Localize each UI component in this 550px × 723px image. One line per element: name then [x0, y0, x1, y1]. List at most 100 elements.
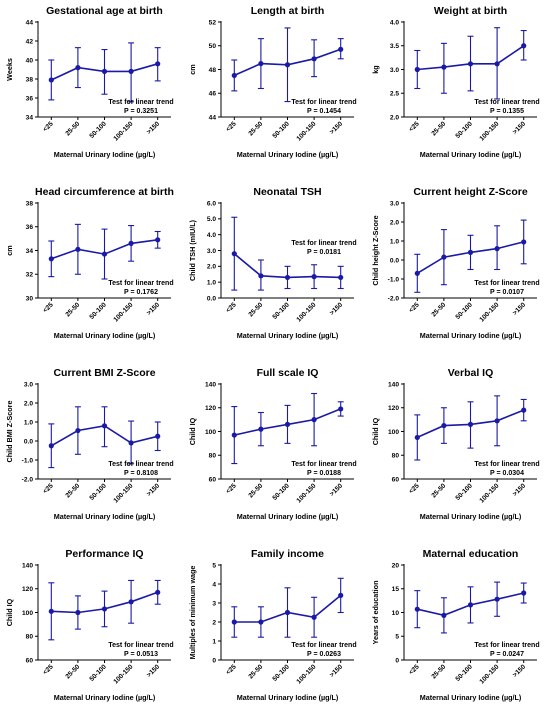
- x-tick-label: <25: [225, 482, 238, 495]
- y-tick-label: 2.0: [390, 114, 399, 121]
- data-point: [441, 612, 447, 618]
- x-tick-label: 100-150: [295, 120, 317, 142]
- y-tick-label: 34: [26, 114, 34, 121]
- data-point: [311, 417, 317, 423]
- y-tick-label: 44: [209, 114, 217, 121]
- chart-panel-1: Gestational age at birth 34 36 38 40 42 44 <25 2…: [5, 5, 174, 159]
- chart-title: Maternal education: [423, 548, 519, 560]
- y-tick-label: 3.0: [24, 381, 33, 388]
- y-tick-label: 52: [209, 19, 217, 26]
- y-tick-label: -2.0: [388, 295, 400, 302]
- y-axis-label: cm: [5, 245, 14, 255]
- data-point: [494, 246, 500, 252]
- x-tick-label: 25-50: [247, 301, 264, 318]
- data-point: [284, 62, 291, 68]
- data-point: [414, 66, 420, 73]
- y-tick-label: 48: [209, 67, 217, 74]
- data-point: [128, 240, 134, 246]
- data-point: [467, 421, 474, 427]
- x-tick-label: 100-150: [478, 663, 500, 685]
- x-tick-label: <25: [42, 482, 55, 495]
- x-tick-label: 100-150: [478, 482, 500, 504]
- x-tick-label: 100-150: [478, 301, 500, 323]
- x-tick-label: 100-150: [295, 663, 317, 685]
- data-point: [521, 407, 527, 413]
- y-axis-label: cm: [188, 64, 197, 74]
- x-tick-label: 50-100: [88, 482, 108, 502]
- data-point: [101, 606, 108, 612]
- trend-test-label: Test for linear trend: [291, 240, 356, 247]
- y-tick-label: 0.0: [207, 295, 216, 302]
- y-tick-label: 100: [205, 429, 216, 436]
- y-tick-label: 5: [212, 562, 216, 569]
- x-axis-label: Maternal Urinary Iodine (µg/L): [54, 150, 156, 159]
- x-tick-label: 50-100: [454, 663, 474, 683]
- y-tick-label: 3.0: [207, 248, 216, 255]
- data-point: [75, 609, 81, 616]
- data-point: [258, 273, 264, 279]
- data-point: [75, 246, 81, 252]
- data-point: [494, 61, 500, 67]
- chart-panel-7: Current BMI Z-Score -2.0 -1.0 0.0 1.0 2.0 3.0 <…: [5, 367, 174, 521]
- data-point: [231, 432, 237, 438]
- chart-title: Family income: [251, 548, 324, 560]
- x-tick-label: 100-150: [112, 482, 134, 504]
- chart-panel-4: Head circumference at birth 30 32 34 36 38 <25…: [5, 186, 174, 340]
- data-point: [155, 433, 161, 439]
- y-tick-label: 4.0: [390, 19, 399, 26]
- x-tick-label: 50-100: [88, 120, 108, 140]
- x-tick-label: >150: [146, 120, 162, 136]
- trend-p-value: P = 0.1454: [307, 108, 341, 115]
- x-tick-label: 25-50: [430, 120, 447, 137]
- data-point: [284, 274, 291, 281]
- trend-test-label: Test for linear trend: [108, 280, 173, 287]
- y-tick-label: 0: [395, 657, 399, 664]
- data-point: [311, 274, 317, 280]
- data-point: [155, 237, 161, 243]
- x-tick-label: 25-50: [64, 482, 81, 499]
- x-tick-label: 100-150: [112, 663, 134, 685]
- x-tick-label: >150: [329, 482, 345, 498]
- data-point: [441, 64, 447, 70]
- x-tick-label: 25-50: [64, 120, 81, 137]
- x-tick-label: 25-50: [247, 120, 264, 137]
- x-axis-label: Maternal Urinary Iodine (µg/L): [420, 693, 522, 702]
- trend-p-value: P = 0.0107: [490, 289, 524, 296]
- y-tick-label: 120: [205, 405, 216, 412]
- chart-title: Performance IQ: [65, 548, 143, 560]
- y-tick-label: 0: [212, 657, 216, 664]
- data-point: [128, 599, 134, 605]
- chart-panel-8: Full scale IQ 60 80 100 120 140 <25 25-50 50-100…: [188, 367, 357, 521]
- y-tick-label: 80: [392, 453, 400, 460]
- trend-test-label: Test for linear trend: [108, 642, 173, 649]
- data-point: [284, 421, 291, 427]
- x-tick-label: 25-50: [64, 301, 81, 318]
- trend-test-label: Test for linear trend: [291, 99, 356, 106]
- y-tick-label: 80: [26, 634, 34, 641]
- y-tick-label: 32: [26, 272, 34, 279]
- trend-p-value: P = 0.1762: [124, 289, 158, 296]
- data-point: [467, 61, 474, 67]
- data-point: [467, 602, 474, 608]
- y-tick-label: 50: [209, 43, 217, 50]
- chart-title: Current BMI Z-Score: [53, 367, 155, 379]
- y-tick-label: 3.0: [390, 200, 399, 207]
- data-point: [48, 256, 54, 262]
- x-tick-label: 100-150: [478, 120, 500, 142]
- x-axis-label: Maternal Urinary Iodine (µg/L): [54, 512, 156, 521]
- trend-p-value: P = 0.1355: [490, 108, 524, 115]
- y-tick-label: 34: [26, 248, 34, 255]
- y-axis-label: Child IQ: [188, 417, 197, 445]
- chart-title: Gestational age at birth: [46, 5, 163, 17]
- y-tick-label: 3.0: [390, 67, 399, 74]
- trend-p-value: P = 0.0188: [307, 470, 341, 477]
- chart-title: Length at birth: [251, 5, 325, 17]
- x-tick-label: 50-100: [271, 301, 291, 321]
- data-point: [101, 251, 108, 257]
- chart-panel-11: Family income 0 1 2 3 4 5 <25 25-50 50-100 100-150…: [188, 548, 357, 702]
- x-tick-label: 100-150: [112, 120, 134, 142]
- x-tick-label: 25-50: [430, 663, 447, 680]
- y-axis-label: kg: [371, 65, 380, 73]
- trend-p-value: P = 0.8108: [124, 470, 158, 477]
- x-tick-label: >150: [512, 482, 528, 498]
